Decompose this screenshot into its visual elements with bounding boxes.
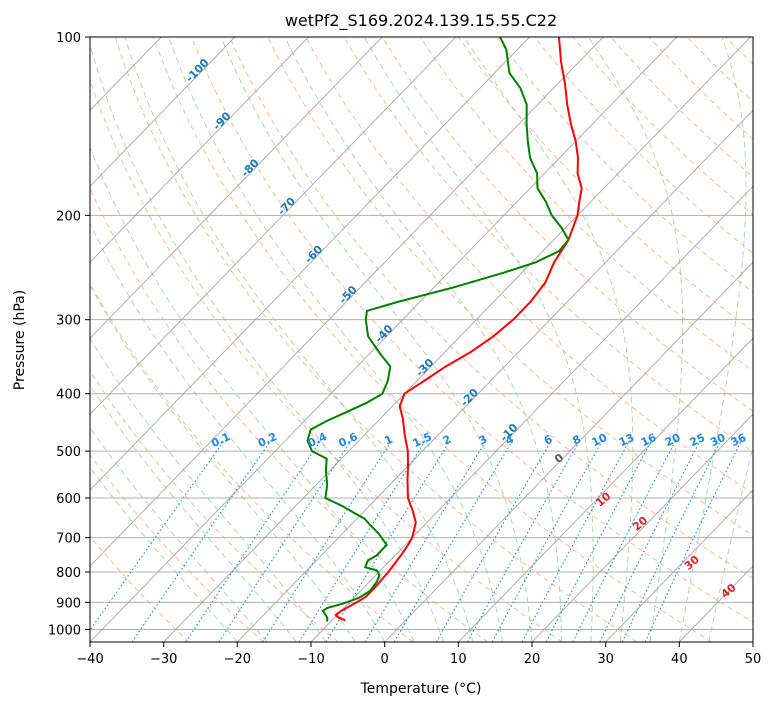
y-tick-label: 600 <box>56 492 81 507</box>
chart-title: wetPf2_S169.2024.139.15.55.C22 <box>285 11 557 31</box>
mixing-ratio-label: 13 <box>617 431 636 449</box>
plot-frame <box>89 36 754 643</box>
y-tick-label: 900 <box>56 596 81 611</box>
x-tick-label: 50 <box>745 652 762 667</box>
y-tick-label: 800 <box>56 566 81 581</box>
y-tick-label: 300 <box>56 314 81 329</box>
isotherm-line <box>90 37 236 188</box>
x-tick-label: 20 <box>524 652 541 667</box>
dry-adiabat-line <box>90 187 488 642</box>
moist-adiabat-line <box>220 37 533 642</box>
mixing-ratio-line <box>218 440 352 642</box>
y-tick-label: 100 <box>56 31 81 46</box>
moist-adiabat-line <box>90 146 415 642</box>
mixing-ratio-label: 10 <box>590 431 610 449</box>
moist-adiabat-line <box>284 37 562 642</box>
mixing-ratio-line <box>467 440 581 642</box>
moist-adiabat-line <box>90 466 238 642</box>
x-tick-label: −40 <box>76 652 103 667</box>
mixing-ratio-label: 16 <box>639 431 659 449</box>
y-tick-label: 500 <box>56 445 81 460</box>
moist-adiabat-line <box>90 42 445 642</box>
isotherm-line <box>90 37 457 415</box>
isotherm-line <box>90 37 530 491</box>
isotherm-line <box>310 185 753 642</box>
x-axis-label: Temperature (°C) <box>360 681 482 697</box>
dry-adiabat-line <box>191 37 753 623</box>
mixing-ratio-line <box>621 440 722 642</box>
dry-adiabat-line <box>114 37 638 642</box>
moist-adiabat-line <box>90 222 386 642</box>
dry-adiabat-line <box>343 37 753 453</box>
y-axis-label: Pressure (hPa) <box>12 290 28 390</box>
y-tick-label: 400 <box>56 388 81 403</box>
dry-adiabat-line <box>267 37 753 537</box>
dry-adiabat-line <box>152 37 712 642</box>
x-tick-label: 30 <box>597 652 614 667</box>
x-axis: −40 −30 −20 −10 0 10 20 30 40 50 <box>76 642 761 667</box>
dry-adiabat-line <box>90 370 339 642</box>
y-tick-label: 700 <box>56 532 81 547</box>
dewpoint-profile-line <box>306 37 570 622</box>
x-tick-label: 40 <box>671 652 688 667</box>
moist-adiabat-line <box>124 37 474 642</box>
moist-adiabat-line <box>90 427 268 642</box>
mixing-ratio-line <box>364 440 487 642</box>
isotherm-line <box>384 261 753 642</box>
isotherm-line <box>163 37 751 642</box>
mixing-ratio-line <box>435 440 552 642</box>
x-tick-label: 10 <box>450 652 467 667</box>
isotherm-line <box>90 37 604 567</box>
mixing-ratio-label: 20 <box>663 431 683 449</box>
mixing-ratio-label: 25 <box>688 431 707 449</box>
moist-adiabat-line <box>708 443 753 642</box>
isotherm-line <box>531 413 753 642</box>
isotherm-line <box>457 337 753 642</box>
x-tick-label: −10 <box>297 652 324 667</box>
x-tick-label: −20 <box>224 652 251 667</box>
dry-adiabat-line <box>229 37 753 579</box>
isotherm-line <box>90 37 383 339</box>
dry-adiabat-line <box>305 37 753 494</box>
moist-adiabat-line <box>90 384 297 642</box>
moist-adiabat-line <box>168 37 503 642</box>
moist-adiabat-line <box>463 37 634 642</box>
isotherm-line <box>90 37 678 642</box>
x-tick-label: −30 <box>150 652 177 667</box>
y-tick-label: 1000 <box>48 623 81 638</box>
mixing-ratio-line <box>185 440 322 642</box>
isotherm-line <box>605 489 753 642</box>
y-axis: 100 200 300 400 500 600 700 800 900 1000 <box>48 31 90 638</box>
dry-adiabat-line <box>90 78 563 642</box>
mixing-ratio-line <box>393 440 514 642</box>
dry-adiabat-line <box>381 37 753 412</box>
temperature-profile-line <box>334 37 583 622</box>
mixing-ratio-line <box>262 440 393 642</box>
mixing-ratio-line <box>599 440 701 642</box>
isotherm-line <box>90 37 309 263</box>
mixing-ratio-label: 30 <box>708 431 728 449</box>
mixing-ratio-line <box>131 440 272 642</box>
moist-adiabat-line <box>587 37 684 642</box>
dry-adiabat-line <box>496 37 753 293</box>
x-tick-label: 0 <box>381 652 389 667</box>
moist-adiabat-line <box>363 37 594 642</box>
data-series <box>306 37 583 622</box>
moist-adiabat-line <box>678 37 747 642</box>
isotherm-line <box>236 109 753 642</box>
y-tick-label: 200 <box>56 209 81 224</box>
mixing-ratio-line <box>491 440 603 642</box>
mixing-ratio-label: 36 <box>729 431 749 449</box>
background-lines <box>90 37 753 642</box>
mixing-ratio-line <box>298 440 426 642</box>
